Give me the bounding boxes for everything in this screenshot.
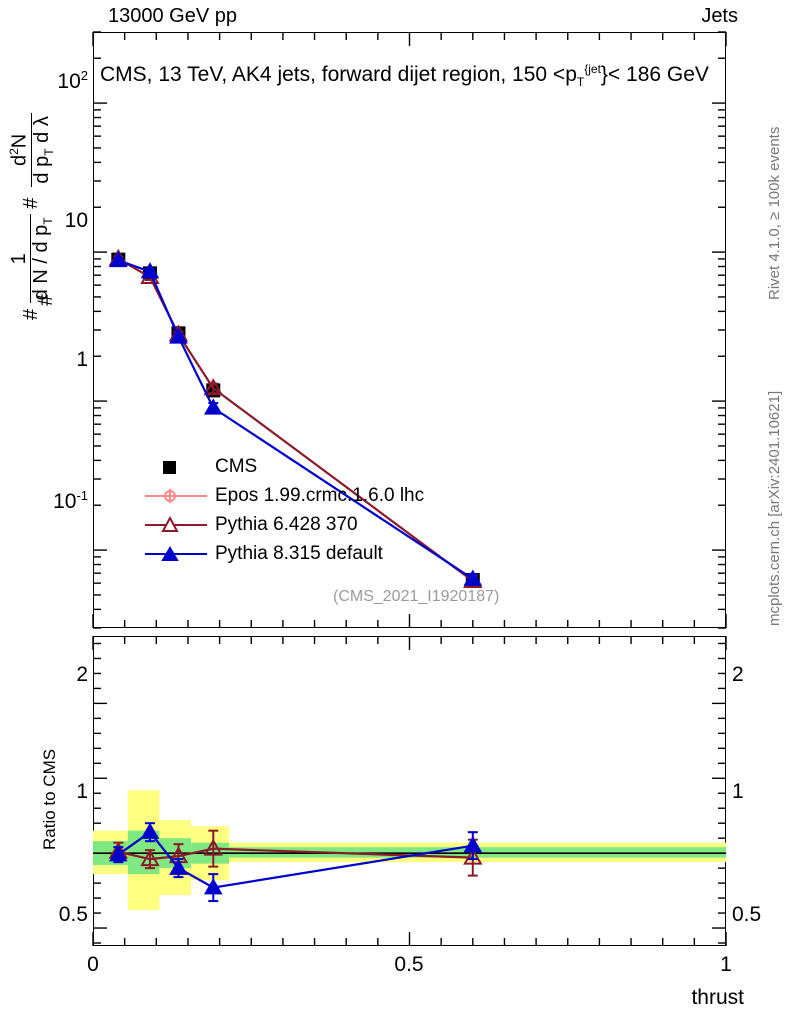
- legend-label-pythia6: Pythia 6.428 370: [215, 513, 358, 535]
- legend-key-pythia8: [145, 542, 207, 566]
- plot-title: CMS, 13 TeV, AK4 jets, forward dijet reg…: [100, 62, 709, 89]
- ratio-y-tick-1-right: 1: [732, 780, 744, 803]
- legend-item-epos[interactable]: Epos 1.99.crmc.1.6.0 lhc: [145, 481, 424, 510]
- ratio-y-tick-labels-left: 2 1 0.5: [0, 0, 88, 1024]
- ylabel-main-denominator: #: [34, 294, 57, 306]
- x-tick-0: 0: [87, 953, 99, 976]
- ratio-data-series: [108, 822, 483, 903]
- y-tick-100: 102: [57, 68, 88, 93]
- ratio-y-tick-2-right: 2: [732, 663, 744, 686]
- legend-key-pythia6: [145, 513, 207, 537]
- legend-label-cms: CMS: [215, 455, 258, 477]
- x-tick-0.5: 0.5: [394, 953, 424, 976]
- legend-label-pythia8: Pythia 8.315 default: [215, 542, 383, 564]
- ratio-y-tick-0.5: 0.5: [58, 903, 88, 926]
- legend-item-pythia6[interactable]: Pythia 6.428 370: [145, 510, 424, 539]
- beam-energy-label: 13000 GeV pp: [108, 5, 237, 27]
- legend: CMS Epos 1.99.crmc.1.6.0 lhc Pythia 6.42…: [145, 452, 424, 568]
- main-y-tick-labels: 102 10 1 10-1: [0, 0, 88, 1024]
- ratio-y-tick-0.5-right: 0.5: [732, 903, 762, 926]
- plot-title-suffix: }< 186 GeV: [600, 63, 709, 86]
- y-tick-1: 1: [76, 348, 88, 371]
- main-plot-frame: [93, 32, 726, 628]
- ratio-uncertainty-bands: [93, 790, 726, 911]
- y-tick-10: 10: [64, 209, 88, 232]
- analysis-group-label: Jets: [701, 5, 738, 27]
- legend-item-cms[interactable]: CMS: [145, 452, 424, 481]
- ratio-y-tick-labels-right: 2 1 0.5: [732, 0, 786, 1024]
- legend-label-epos: Epos 1.99.crmc.1.6.0 lhc: [215, 484, 425, 506]
- legend-item-pythia8[interactable]: Pythia 8.315 default: [145, 539, 424, 568]
- ratio-axis-ticks: [92, 636, 727, 946]
- plot-title-subscript: T: [576, 75, 585, 90]
- main-data-series: [108, 248, 483, 589]
- x-tick-1: 1: [720, 953, 732, 976]
- main-axis-ticks: [92, 31, 727, 629]
- legend-key-cms: [145, 455, 207, 479]
- y-tick-0.1: 10-1: [53, 488, 88, 513]
- plot-title-superscript: {jet: [584, 62, 601, 76]
- ratio-y-tick-1: 1: [76, 780, 88, 803]
- plot-title-prefix: CMS, 13 TeV, AK4 jets, forward dijet reg…: [100, 63, 577, 86]
- x-axis-label: thrust: [691, 986, 744, 1009]
- ratio-plot-frame: [93, 636, 726, 946]
- ratio-y-tick-2: 2: [76, 663, 88, 686]
- analysis-id-watermark: (CMS_2021_I1920187): [333, 588, 500, 605]
- legend-key-epos: [145, 484, 207, 508]
